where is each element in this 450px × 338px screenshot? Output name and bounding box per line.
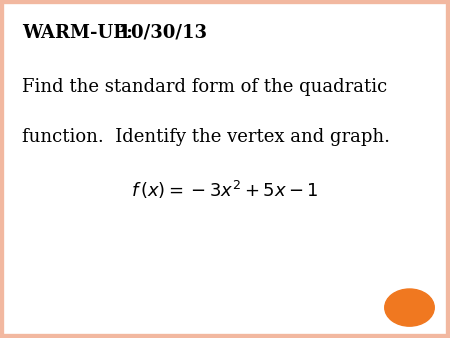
Text: 10/30/13: 10/30/13 (106, 24, 207, 42)
Text: $f\,(x)=-3x^{2}+5x-1$: $f\,(x)=-3x^{2}+5x-1$ (131, 179, 319, 201)
Text: Find the standard form of the quadratic: Find the standard form of the quadratic (22, 78, 388, 96)
Text: WARM-UP:: WARM-UP: (22, 24, 133, 42)
Circle shape (385, 289, 434, 326)
Text: function.  Identify the vertex and graph.: function. Identify the vertex and graph. (22, 128, 391, 146)
